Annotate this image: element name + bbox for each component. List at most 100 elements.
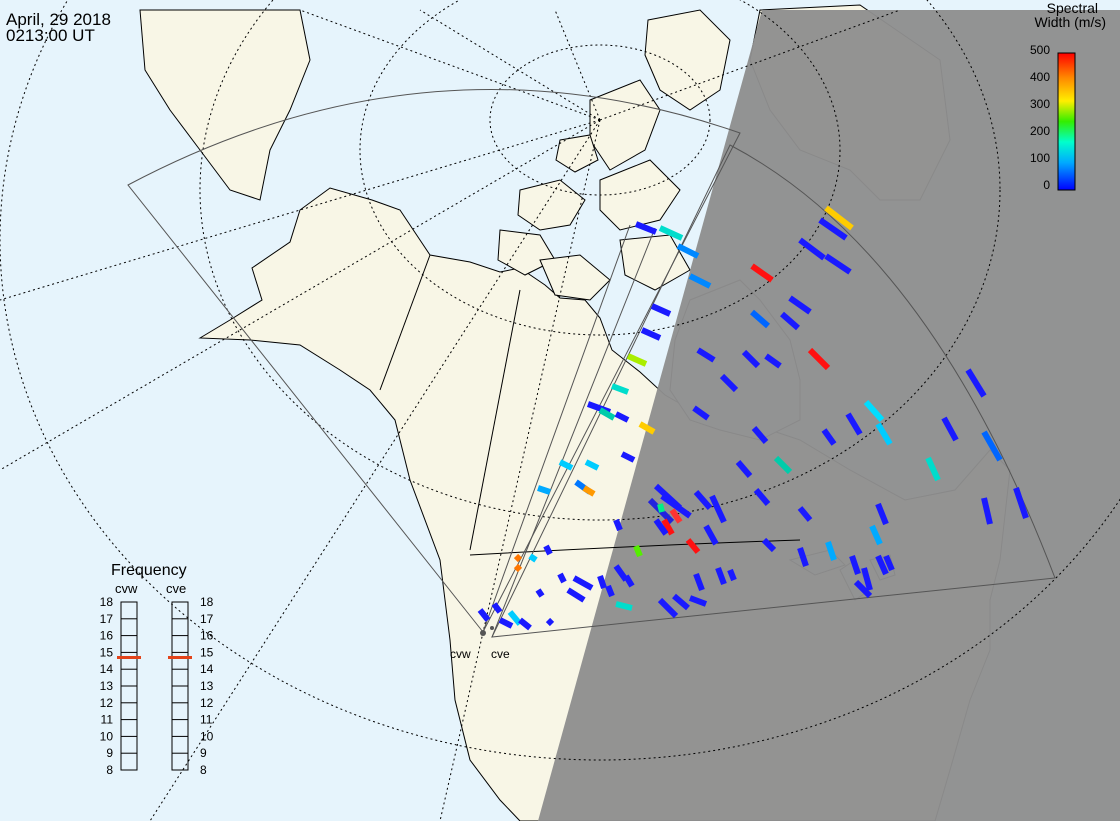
cvw-frequency-level: 11 bbox=[101, 713, 114, 727]
cvw-frequency-level: 13 bbox=[100, 679, 114, 693]
cve-frequency-level: 14 bbox=[200, 662, 214, 676]
scatter-vector bbox=[513, 553, 523, 563]
colorbar-tick-label: 400 bbox=[1030, 70, 1050, 84]
scatter-vector bbox=[735, 460, 753, 478]
scatter-vector bbox=[764, 353, 782, 369]
cvw-frequency-level: 18 bbox=[100, 595, 114, 609]
scatter-vector bbox=[566, 587, 586, 603]
colorbar-tick-label: 300 bbox=[1030, 97, 1050, 111]
scatter-vector bbox=[797, 506, 813, 522]
frequency-cvw-label: cvw bbox=[115, 581, 138, 596]
cvw-site-label: cvw bbox=[450, 647, 471, 661]
scatter-vector bbox=[797, 547, 809, 567]
cve-site-marker bbox=[490, 626, 494, 630]
colorbar-tick-label: 200 bbox=[1030, 124, 1050, 138]
scatter-vector bbox=[558, 459, 574, 471]
scatter-vector bbox=[658, 225, 684, 241]
cve-frequency-level: 13 bbox=[200, 679, 214, 693]
scatter-vector bbox=[557, 572, 567, 584]
scatter-vector bbox=[688, 595, 708, 607]
scatter-vector bbox=[715, 566, 727, 586]
scatter-vector bbox=[925, 456, 941, 482]
cvw-frequency-level: 8 bbox=[106, 763, 113, 777]
scatter-vector bbox=[498, 617, 514, 629]
arctic-islands bbox=[497, 9, 731, 301]
scatter-vector bbox=[709, 494, 727, 524]
cve-frequency-level: 15 bbox=[200, 645, 214, 659]
scatter-vector bbox=[965, 368, 987, 398]
scatter-vector bbox=[692, 405, 710, 421]
scatter-vector bbox=[824, 205, 854, 231]
scatter-vector bbox=[518, 617, 532, 631]
scatter-vector bbox=[788, 295, 812, 315]
scatter-vector bbox=[537, 485, 551, 495]
scatter-vector bbox=[685, 538, 701, 554]
colorbar-ticks: 500 400 300 200 100 0 bbox=[1030, 43, 1050, 192]
frequency-cve-label: cve bbox=[166, 581, 186, 596]
scatter-vector bbox=[869, 524, 883, 546]
cve-frequency-level: 10 bbox=[200, 729, 214, 743]
cvw-frequency-level: 14 bbox=[100, 662, 114, 676]
scatter-vector bbox=[669, 508, 683, 524]
scatter-vector bbox=[597, 575, 607, 589]
scatter-vector bbox=[825, 541, 837, 561]
cvw-frequency-level: 17 bbox=[100, 612, 114, 626]
frequency-grid: 18 18 17 17 16 16 15 15 14 14 13 13 12 12 11 11 10 10 9 9 8 8 bbox=[100, 595, 214, 777]
cve-frequency-level: 9 bbox=[200, 746, 207, 760]
colorbar-gradient bbox=[1057, 52, 1076, 191]
scatter-vector bbox=[849, 555, 861, 575]
scatter-vector bbox=[861, 567, 873, 591]
scatter-vector bbox=[845, 412, 863, 436]
scatter-vector bbox=[750, 263, 774, 283]
cvw-frequency-level: 15 bbox=[100, 645, 114, 659]
scatter-vector bbox=[981, 430, 1003, 462]
scatter-vector bbox=[650, 303, 672, 317]
scatter-vector bbox=[598, 407, 616, 421]
cve-site-label: cve bbox=[491, 647, 510, 661]
frequency-title: Frequency bbox=[111, 562, 187, 579]
scatter-vector bbox=[696, 347, 716, 363]
scatter-vector bbox=[727, 568, 737, 582]
scatter-vector bbox=[719, 373, 739, 393]
radar-vectors bbox=[477, 205, 1029, 631]
scatter-vector bbox=[661, 518, 675, 536]
landmass-siberia bbox=[139, 9, 311, 201]
colorbar: Spectral Width (m/s) 500 400 300 200 100 0 bbox=[1030, 0, 1106, 192]
scatter-vector bbox=[543, 544, 553, 556]
scatter-vector bbox=[491, 602, 503, 614]
scatter-vector bbox=[693, 490, 713, 510]
scatter-vector bbox=[613, 518, 623, 532]
scatter-vector bbox=[657, 597, 679, 619]
scatter-vector bbox=[477, 608, 491, 622]
scatter-vector bbox=[620, 451, 636, 463]
scatter-vector bbox=[818, 217, 848, 241]
scatter-vector bbox=[614, 411, 630, 423]
colorbar-tick-label: 500 bbox=[1030, 43, 1050, 57]
scatter-vector bbox=[688, 273, 712, 289]
colorbar-title-line2: Width (m/s) bbox=[1034, 14, 1106, 30]
scatter-vector bbox=[853, 579, 873, 599]
scatter-vector bbox=[676, 243, 700, 259]
scatter-vector bbox=[883, 554, 895, 572]
scatter-vector bbox=[572, 575, 594, 591]
cvw-frequency-level: 10 bbox=[100, 729, 114, 743]
scatter-vector bbox=[640, 327, 662, 341]
cve-frequency-level: 16 bbox=[200, 629, 214, 643]
scatter-vector bbox=[584, 459, 600, 471]
scatter-vector bbox=[660, 493, 692, 519]
scatter-vector bbox=[693, 572, 705, 592]
scatter-vector bbox=[626, 353, 648, 367]
scatter-vector bbox=[582, 485, 596, 497]
scatter-vector bbox=[528, 553, 538, 563]
scatter-vector bbox=[638, 421, 656, 435]
scatter-vector bbox=[545, 617, 555, 627]
borders bbox=[379, 254, 801, 556]
scatter-vector bbox=[615, 601, 633, 611]
scatter-vector bbox=[703, 524, 719, 546]
scatter-vector bbox=[875, 554, 889, 576]
time-label: 0213:00 UT bbox=[6, 26, 95, 45]
frequency-panel: Frequency cvw cve 18 18 17 17 16 16 15 15 14 14 13… bbox=[100, 562, 214, 777]
